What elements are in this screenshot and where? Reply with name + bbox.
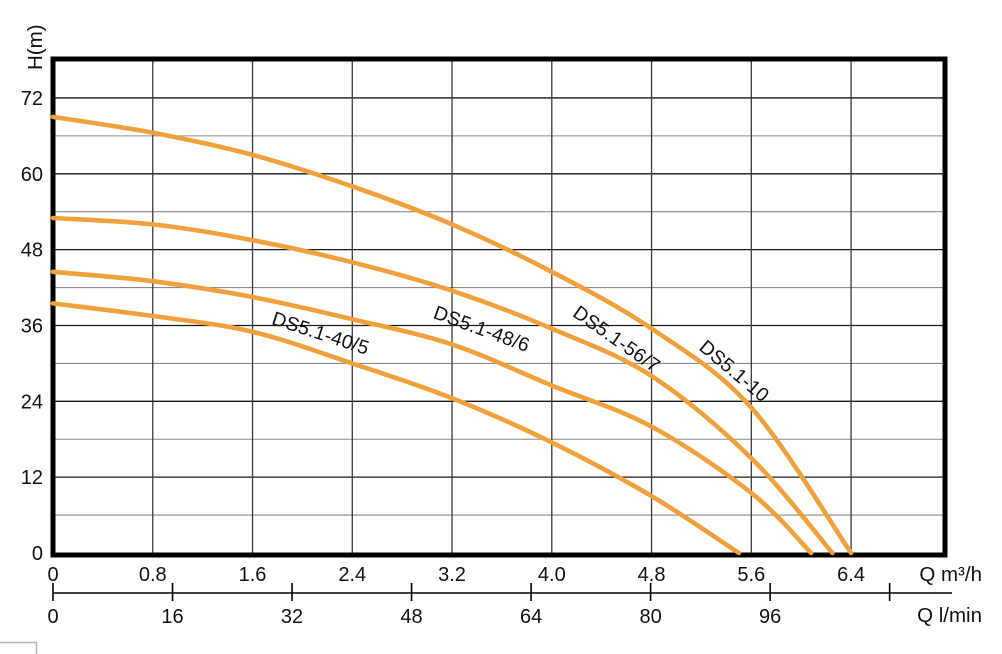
y-axis-tick-labels: 0 12 24 36 48 60 72 [21,88,43,565]
x-axis-title-m3h: Q m³/h [919,563,982,586]
y-tick-label: 12 [21,467,43,489]
x-tick-label-lmin: 0 [47,606,58,628]
x-tick-label-lmin: 32 [281,606,303,628]
curve-label: DS5.1-10 [695,336,773,407]
x-tick-label-m3h: 4.8 [638,564,666,586]
x-tick-label-lmin: 48 [400,606,422,628]
pump-curve-1 [50,301,742,556]
corner-box-fragment [0,641,38,654]
vertical-gridlines [152,59,852,555]
x-tick-label-m3h: 2.4 [338,564,366,586]
x-tick-label-lmin: 16 [161,606,183,628]
y-tick-label: 48 [21,240,43,262]
plot-border [50,56,948,558]
pump-curve-3 [50,215,835,556]
x-tick-label-lmin: 80 [639,606,661,628]
x-tick-label-m3h: 1.6 [239,564,267,586]
y-axis-title: H(m) [24,24,47,70]
curve-label: DS5.1-48/6 [430,302,532,357]
y-tick-label: 60 [21,164,43,186]
x-tick-label-m3h: 3.2 [438,564,466,586]
y-tick-label: 72 [21,88,43,110]
x-tick-label-m3h: 5.6 [737,564,765,586]
x-axis-title-lmin: Q l/min [917,604,982,627]
pump-curve-2 [50,269,814,556]
x-tick-label-m3h: 4.0 [538,564,566,586]
y-tick-label: 36 [21,315,43,337]
x-axis-lmin-scale: 0 16 32 48 64 80 96 [47,583,952,628]
x-tick-label-lmin: 64 [520,606,542,628]
x-tick-label-lmin: 96 [759,606,781,628]
y-tick-label: 24 [21,391,43,413]
x-tick-label-m3h: 0 [47,564,58,586]
x-tick-label-m3h: 0.8 [139,564,167,586]
x-axis-m3h-tick-labels: 0 0.8 1.6 2.4 3.2 4.0 4.8 5.6 6.4 [47,564,865,586]
y-tick-label: 0 [32,543,43,565]
x-tick-label-m3h: 6.4 [837,564,865,586]
pump-curve-4 [50,114,854,556]
pump-curves [50,114,854,556]
